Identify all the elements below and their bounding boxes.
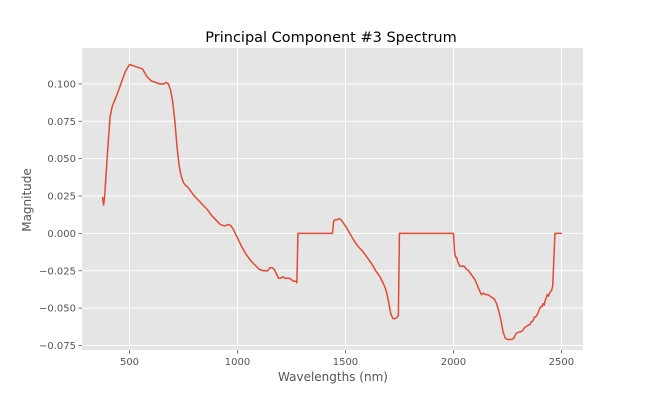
x-tick-label: 2500: [549, 357, 574, 368]
plot-area-background: [82, 48, 583, 350]
axis-ticks: 500 1000 1500 2000 2500 −0.075 −0.050 −0.025 0.0…: [39, 79, 574, 368]
y-tick-label: 0.000: [47, 229, 76, 240]
y-tick-label: −0.050: [39, 304, 76, 315]
y-tick-label: −0.025: [39, 266, 76, 277]
x-tick-label: 1500: [333, 357, 358, 368]
y-tick-label: 0.025: [47, 192, 76, 203]
series-line-0: [101, 63, 563, 341]
x-tick-label: 2000: [441, 357, 466, 368]
y-tick-label: 0.100: [47, 79, 76, 90]
chart-title: Principal Component #3 Spectrum: [205, 30, 456, 46]
y-axis-label: Magnitude: [20, 168, 34, 232]
x-axis-label: Wavelengths (nm): [278, 370, 388, 384]
y-tick-label: 0.075: [47, 117, 76, 128]
x-tick-label: 500: [120, 357, 139, 368]
y-tick-label: −0.075: [39, 341, 76, 352]
y-tick-label: 0.050: [47, 154, 76, 165]
gridlines: [82, 48, 583, 350]
data-layer: [101, 63, 563, 341]
x-tick-label: 1000: [225, 357, 250, 368]
